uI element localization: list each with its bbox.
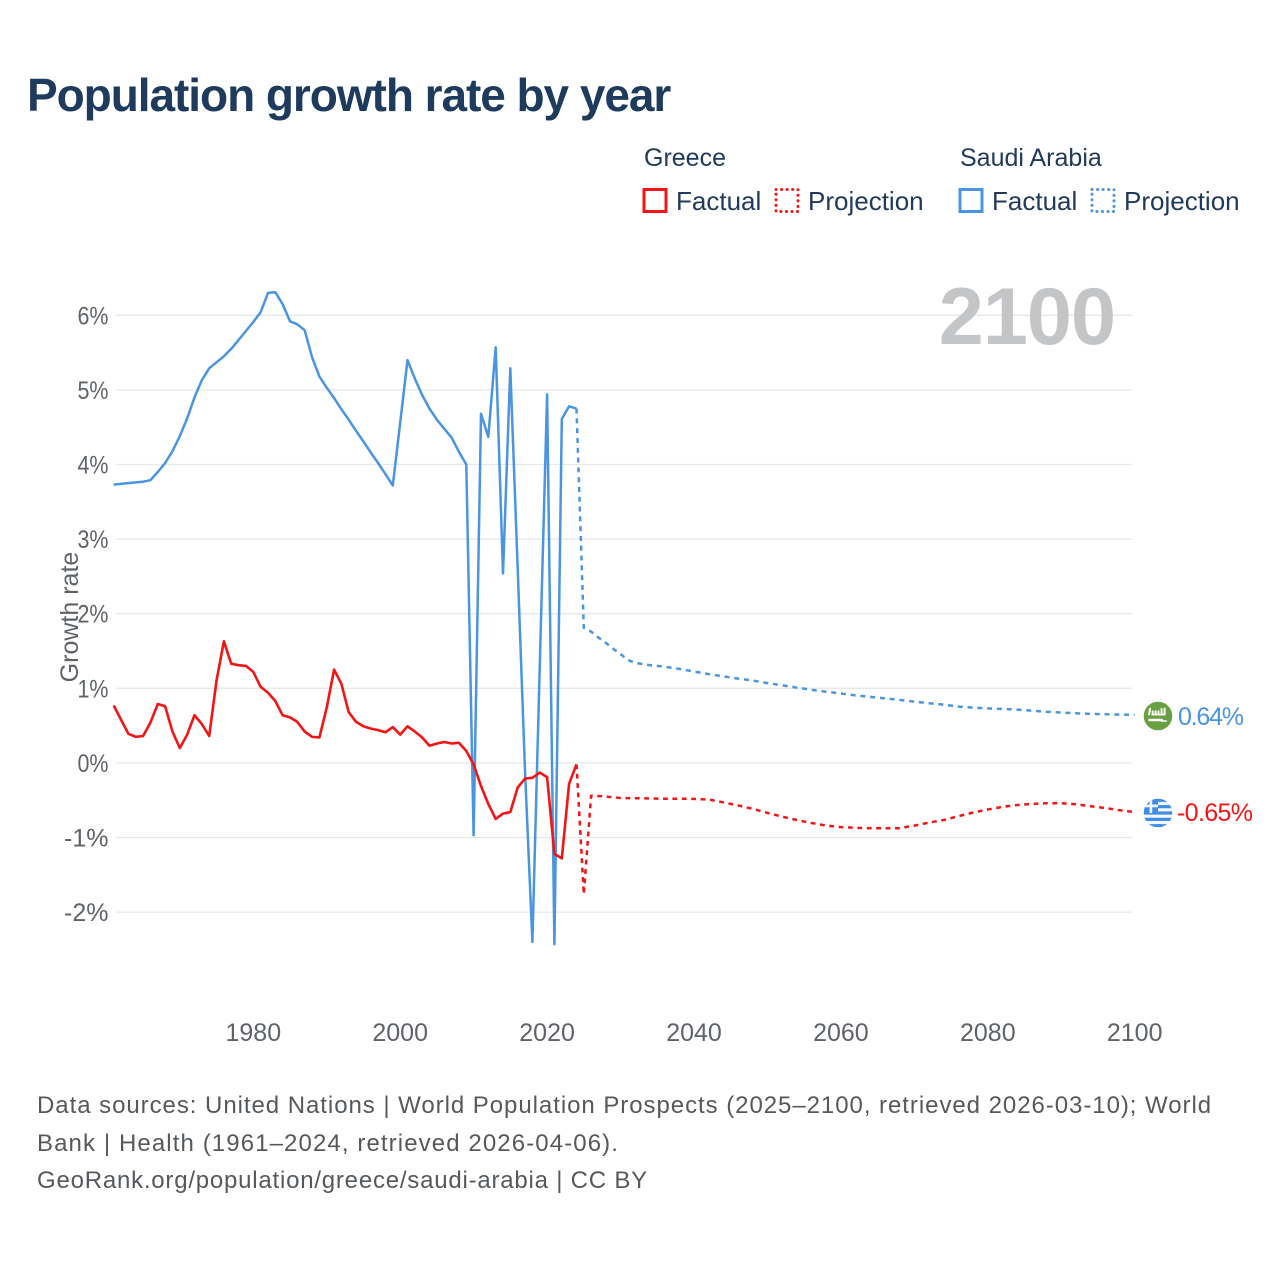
svg-text:2100: 2100 xyxy=(1107,1019,1163,1047)
svg-text:5%: 5% xyxy=(78,377,109,405)
svg-text:0.64%: 0.64% xyxy=(1178,703,1244,731)
svg-text:1%: 1% xyxy=(78,675,109,703)
svg-text:Population growth rate by year: Population growth rate by year xyxy=(27,69,671,121)
svg-text:Bank | Health (1961–2024, retr: Bank | Health (1961–2024, retrieved 2026… xyxy=(37,1130,619,1157)
svg-text:Projection: Projection xyxy=(1124,186,1240,216)
svg-text:-1%: -1% xyxy=(64,825,109,853)
svg-text:Greece: Greece xyxy=(644,144,726,172)
svg-text:2%: 2% xyxy=(78,601,109,629)
svg-text:-0.65%: -0.65% xyxy=(1177,799,1253,827)
svg-text:Data sources: United Nations |: Data sources: United Nations | World Pop… xyxy=(37,1092,1212,1119)
svg-text:4%: 4% xyxy=(78,452,109,480)
svg-text:1980: 1980 xyxy=(225,1019,281,1047)
svg-text:Growth rate: Growth rate xyxy=(56,552,84,683)
svg-text:6%: 6% xyxy=(78,302,109,330)
svg-text:2020: 2020 xyxy=(519,1019,575,1047)
svg-text:Factual: Factual xyxy=(992,186,1077,216)
svg-text:GeoRank.org/population/greece/: GeoRank.org/population/greece/saudi-arab… xyxy=(37,1167,648,1194)
svg-text:-2%: -2% xyxy=(64,899,109,927)
svg-text:2080: 2080 xyxy=(960,1019,1016,1047)
svg-text:Factual: Factual xyxy=(676,186,761,216)
svg-text:2040: 2040 xyxy=(666,1019,722,1047)
svg-text:2000: 2000 xyxy=(372,1019,428,1047)
svg-text:Saudi Arabia: Saudi Arabia xyxy=(960,144,1102,172)
svg-text:0%: 0% xyxy=(78,750,109,778)
svg-text:Projection: Projection xyxy=(808,186,924,216)
svg-text:2100: 2100 xyxy=(939,272,1115,362)
svg-text:2060: 2060 xyxy=(813,1019,869,1047)
svg-text:3%: 3% xyxy=(78,526,109,554)
